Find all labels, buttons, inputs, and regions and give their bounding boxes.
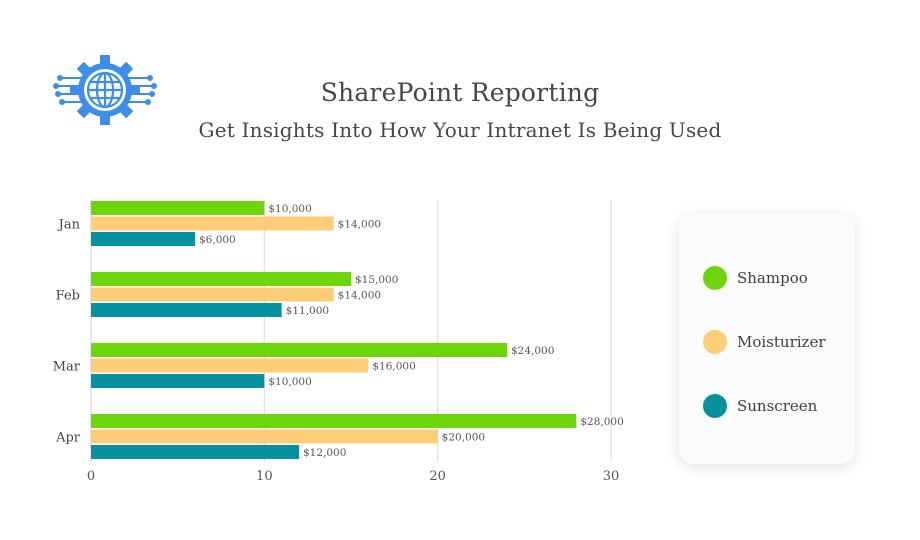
data-label: $14,000 bbox=[338, 290, 381, 302]
legend-label: Shampoo bbox=[737, 269, 808, 287]
data-label: $14,000 bbox=[338, 219, 381, 231]
data-label: $10,000 bbox=[268, 203, 311, 215]
legend-swatch-moisturizer bbox=[703, 330, 727, 354]
page-subtitle: Get Insights Into How Your Intranet Is B… bbox=[198, 118, 722, 142]
chart-legend: Shampoo Moisturizer Sunscreen bbox=[679, 214, 855, 464]
bar-moisturizer-jan bbox=[91, 216, 334, 231]
data-label: $11,000 bbox=[286, 305, 329, 317]
bar-shampoo-feb bbox=[91, 272, 351, 286]
legend-label: Sunscreen bbox=[737, 397, 818, 415]
legend-item-shampoo: Shampoo bbox=[703, 265, 808, 291]
data-label: $24,000 bbox=[511, 345, 554, 357]
data-label: $12,000 bbox=[303, 447, 346, 459]
legend-item-moisturizer: Moisturizer bbox=[703, 329, 826, 355]
bar-moisturizer-mar bbox=[91, 358, 369, 373]
x-tick-label: 20 bbox=[429, 469, 446, 484]
data-label: $6,000 bbox=[199, 234, 236, 246]
bar-sunscreen-feb bbox=[91, 303, 282, 317]
y-category-label: Mar bbox=[53, 360, 81, 375]
x-tick-label: 30 bbox=[603, 469, 620, 484]
data-label: $15,000 bbox=[355, 274, 398, 286]
legend-item-sunscreen: Sunscreen bbox=[703, 393, 817, 419]
bar-chart: 0 10 20 30 Jan $10,000 $14,000 $6,000 Feb $15,000… bbox=[53, 200, 624, 484]
y-category-label: Apr bbox=[55, 431, 81, 446]
data-label: $10,000 bbox=[268, 376, 311, 388]
y-category-label: Feb bbox=[56, 289, 80, 304]
data-label: $16,000 bbox=[372, 361, 415, 373]
bar-moisturizer-feb bbox=[91, 287, 334, 302]
page-title: SharePoint Reporting bbox=[320, 78, 600, 107]
legend-swatch-shampoo bbox=[703, 266, 727, 290]
x-tick-label: 0 bbox=[87, 469, 95, 484]
bar-sunscreen-mar bbox=[91, 374, 265, 388]
bar-moisturizer-apr bbox=[91, 429, 438, 444]
y-category-label: Jan bbox=[57, 218, 81, 233]
bar-sunscreen-apr bbox=[91, 445, 299, 459]
x-tick-label: 10 bbox=[256, 469, 273, 484]
data-label: $20,000 bbox=[442, 432, 485, 444]
bar-shampoo-apr bbox=[91, 414, 577, 428]
bar-sunscreen-jan bbox=[91, 232, 195, 246]
data-label: $28,000 bbox=[580, 416, 623, 428]
legend-swatch-sunscreen bbox=[703, 394, 727, 418]
bar-shampoo-jan bbox=[91, 201, 265, 215]
bar-shampoo-mar bbox=[91, 343, 507, 357]
globe-gear-icon bbox=[53, 55, 157, 125]
legend-label: Moisturizer bbox=[737, 333, 826, 351]
